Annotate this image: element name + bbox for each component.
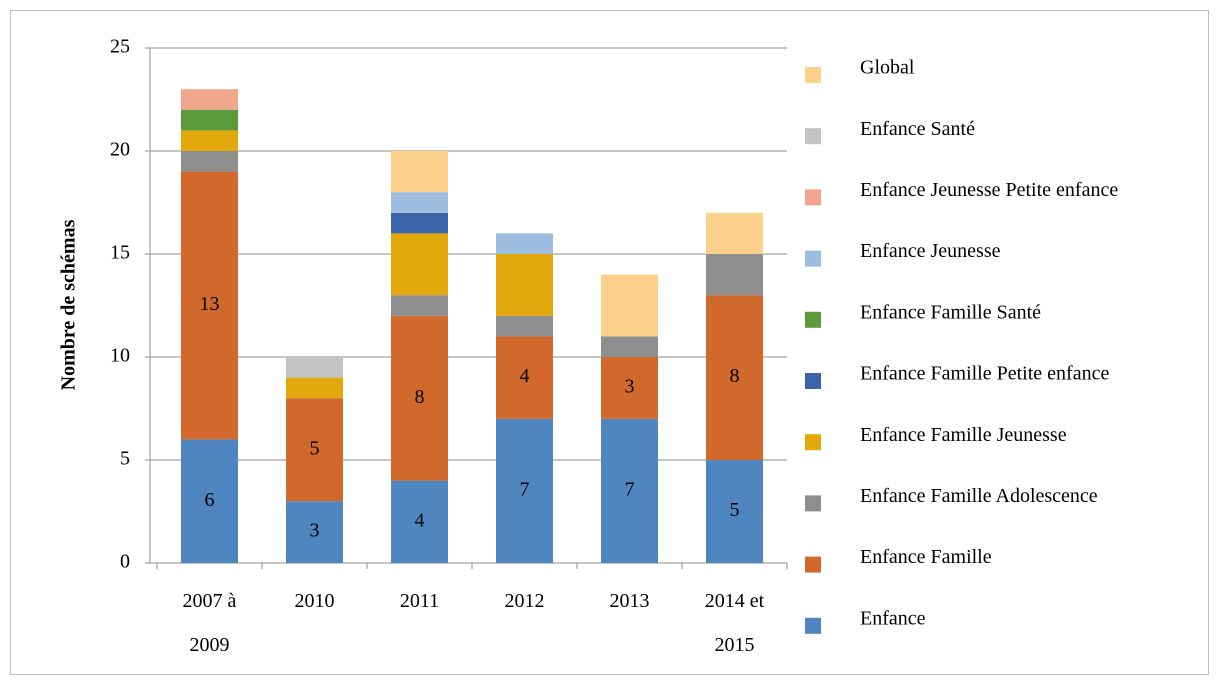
data-label: 5	[730, 499, 740, 521]
bar-segment	[286, 501, 343, 563]
y-tick-label: 5	[120, 448, 130, 470]
y-axis-title: Nombre de schémas	[58, 219, 80, 390]
legend-swatch	[805, 495, 821, 512]
legend-swatch	[805, 250, 821, 267]
bar-segment	[496, 336, 553, 419]
legend-label: Enfance Jeunesse Petite enfance	[860, 179, 1118, 201]
bar-segment	[706, 212, 763, 254]
legend-label: Enfance	[860, 607, 926, 629]
y-tick-label: 15	[110, 242, 130, 264]
legend-swatch	[805, 373, 821, 389]
frame	[10, 10, 1209, 675]
y-tick-label: 10	[110, 345, 130, 367]
bar-segment	[181, 130, 238, 151]
bar-segment	[391, 295, 448, 316]
bar-segment	[601, 336, 658, 357]
bar-segment	[496, 418, 553, 563]
x-tick-label: 2011	[399, 590, 440, 612]
bar-segment	[601, 418, 658, 563]
legend-swatch	[805, 434, 821, 451]
data-label: 7	[520, 478, 530, 500]
bar-segment	[601, 357, 658, 419]
bar-segment	[391, 315, 448, 481]
legend-label: Enfance Famille Petite enfance	[860, 363, 1109, 385]
bar-segment	[391, 192, 448, 213]
legend-label: Global	[860, 57, 915, 79]
bar-segment	[706, 254, 763, 296]
bar-segment	[286, 398, 343, 502]
data-label: 4	[520, 365, 530, 387]
bar-segment	[181, 439, 238, 563]
legend-swatch	[805, 128, 821, 145]
data-label: 8	[415, 386, 425, 408]
bar-segment	[391, 151, 448, 193]
legend-label: Enfance Famille Adolescence	[860, 485, 1098, 507]
data-label: 8	[730, 365, 740, 387]
bar-segment	[181, 171, 238, 440]
bar-segment	[706, 460, 763, 563]
bar-segment	[286, 357, 343, 378]
x-tick-label: 2013	[609, 590, 650, 612]
legend-label: Enfance Famille Santé	[860, 301, 1041, 323]
data-label: 5	[310, 437, 320, 459]
x-tick-label: 2012	[504, 590, 545, 612]
bar-segment	[181, 89, 238, 110]
bar-segment	[391, 233, 448, 296]
bar-segment	[181, 109, 238, 131]
data-label: 4	[415, 509, 425, 531]
legend-label: Enfance Famille	[860, 546, 992, 568]
bar-segment	[286, 377, 343, 399]
bar-segment	[496, 233, 553, 254]
legend-swatch	[805, 67, 821, 83]
bar-segment	[391, 212, 448, 234]
x-tick-label: 2010	[294, 590, 335, 612]
legend-swatch	[805, 617, 821, 634]
data-label: 3	[310, 520, 320, 542]
y-tick-label: 20	[110, 139, 130, 161]
legend-label: Enfance Jeunesse	[860, 240, 1001, 262]
data-label: 3	[625, 375, 635, 397]
bar-segment	[496, 315, 553, 337]
bar-segment	[391, 480, 448, 563]
bar-segment	[181, 151, 238, 172]
data-label: 7	[625, 478, 635, 500]
bar-segment	[601, 274, 658, 337]
bar-segment	[496, 254, 553, 316]
y-tick-label: 0	[120, 551, 130, 573]
bar-segment	[706, 295, 763, 460]
x-tick-label: 2014 et 2015	[704, 590, 765, 656]
legend-swatch	[805, 311, 821, 328]
legend-label: Enfance Famille Jeunesse	[860, 424, 1067, 446]
legend-swatch	[805, 556, 821, 573]
legend-label: Enfance Santé	[860, 118, 975, 140]
y-tick-label: 25	[110, 36, 130, 58]
x-tick-label: 2007 à 2009	[182, 590, 237, 656]
data-label: 6	[205, 489, 215, 511]
legend-swatch	[805, 189, 821, 206]
data-label: 13	[200, 293, 220, 315]
